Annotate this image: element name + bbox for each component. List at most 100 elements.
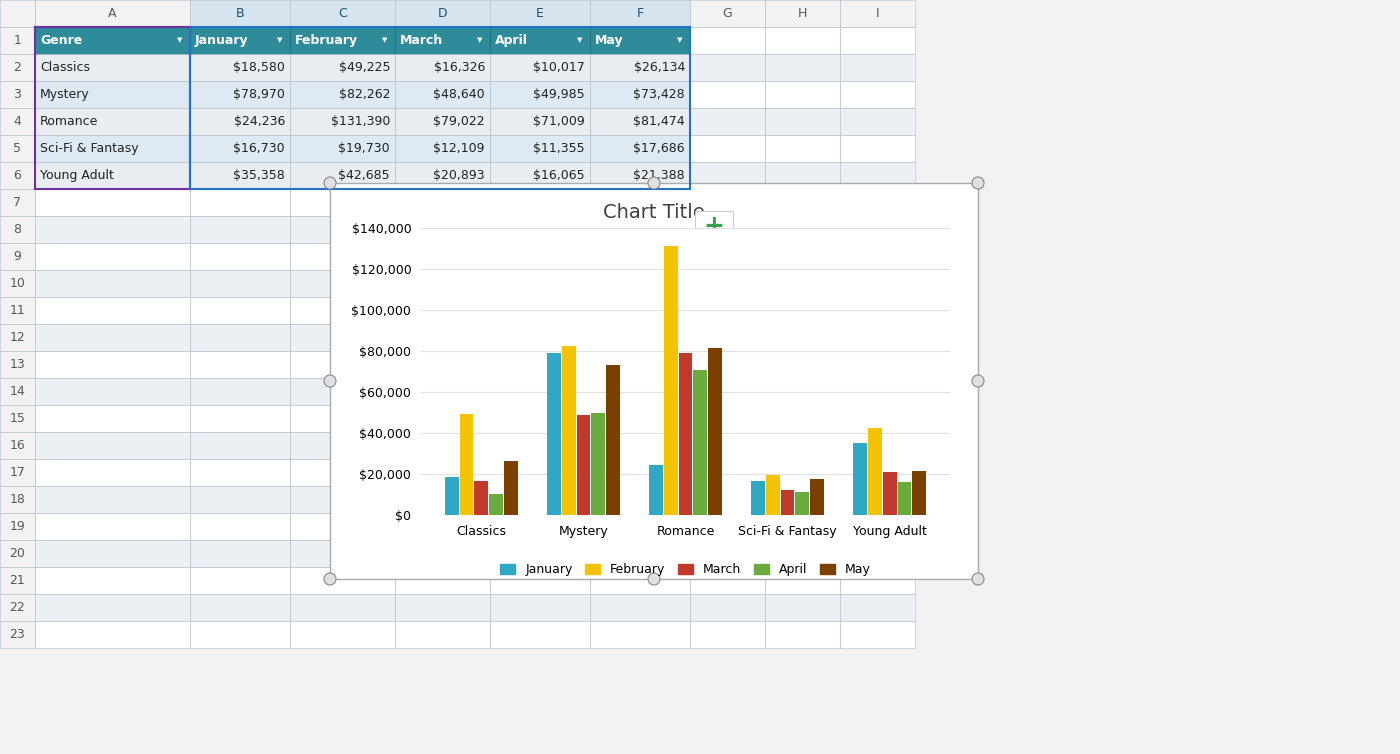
- FancyBboxPatch shape: [690, 324, 764, 351]
- FancyBboxPatch shape: [589, 378, 690, 405]
- FancyBboxPatch shape: [0, 270, 35, 297]
- FancyBboxPatch shape: [190, 243, 290, 270]
- Bar: [693, 369, 707, 515]
- Bar: [664, 246, 678, 515]
- FancyBboxPatch shape: [589, 297, 690, 324]
- Bar: [854, 443, 867, 515]
- Text: May: May: [595, 34, 623, 47]
- Bar: [781, 490, 794, 515]
- FancyBboxPatch shape: [35, 162, 190, 189]
- FancyBboxPatch shape: [490, 432, 589, 459]
- FancyBboxPatch shape: [395, 135, 490, 162]
- FancyBboxPatch shape: [589, 270, 690, 297]
- Text: Young Adult: Young Adult: [41, 169, 113, 182]
- Text: B: B: [235, 7, 245, 20]
- FancyBboxPatch shape: [0, 459, 35, 486]
- Text: E: E: [536, 7, 545, 20]
- FancyBboxPatch shape: [35, 459, 190, 486]
- Text: 14: 14: [10, 385, 25, 398]
- FancyBboxPatch shape: [35, 81, 190, 108]
- FancyBboxPatch shape: [764, 162, 840, 189]
- Text: $48,640: $48,640: [434, 88, 484, 101]
- Text: $21,388: $21,388: [633, 169, 685, 182]
- FancyBboxPatch shape: [840, 297, 916, 324]
- FancyBboxPatch shape: [690, 216, 764, 243]
- FancyBboxPatch shape: [0, 594, 35, 621]
- Text: 15: 15: [10, 412, 25, 425]
- FancyBboxPatch shape: [190, 216, 290, 243]
- Text: 20: 20: [10, 547, 25, 560]
- FancyBboxPatch shape: [290, 567, 395, 594]
- FancyBboxPatch shape: [490, 216, 589, 243]
- Text: 🖌: 🖌: [710, 299, 718, 314]
- FancyBboxPatch shape: [589, 135, 690, 162]
- Text: $16,730: $16,730: [234, 142, 286, 155]
- FancyBboxPatch shape: [840, 432, 916, 459]
- Text: 1: 1: [14, 34, 21, 47]
- Text: $79,022: $79,022: [434, 115, 484, 128]
- FancyBboxPatch shape: [690, 486, 764, 513]
- FancyBboxPatch shape: [490, 108, 589, 135]
- FancyBboxPatch shape: [0, 243, 35, 270]
- Text: Sci-Fi & Fantasy: Sci-Fi & Fantasy: [41, 142, 139, 155]
- FancyBboxPatch shape: [35, 189, 190, 216]
- FancyBboxPatch shape: [290, 513, 395, 540]
- FancyBboxPatch shape: [490, 243, 589, 270]
- FancyBboxPatch shape: [35, 243, 190, 270]
- FancyBboxPatch shape: [190, 351, 290, 378]
- FancyBboxPatch shape: [490, 54, 589, 81]
- FancyBboxPatch shape: [35, 81, 190, 108]
- FancyBboxPatch shape: [35, 0, 190, 27]
- FancyBboxPatch shape: [395, 513, 490, 540]
- FancyBboxPatch shape: [0, 621, 35, 648]
- FancyBboxPatch shape: [840, 243, 916, 270]
- FancyBboxPatch shape: [690, 432, 764, 459]
- Text: 12: 12: [10, 331, 25, 344]
- FancyBboxPatch shape: [190, 135, 290, 162]
- FancyBboxPatch shape: [840, 486, 916, 513]
- Text: 17: 17: [10, 466, 25, 479]
- Text: ▼: ▼: [382, 38, 388, 44]
- Bar: [694, 373, 734, 403]
- Text: 13: 13: [10, 358, 25, 371]
- FancyBboxPatch shape: [395, 216, 490, 243]
- FancyBboxPatch shape: [395, 108, 490, 135]
- FancyBboxPatch shape: [190, 594, 290, 621]
- FancyBboxPatch shape: [490, 135, 589, 162]
- FancyBboxPatch shape: [0, 432, 35, 459]
- FancyBboxPatch shape: [35, 594, 190, 621]
- FancyBboxPatch shape: [490, 54, 589, 81]
- FancyBboxPatch shape: [764, 351, 840, 378]
- Text: $20,893: $20,893: [434, 169, 484, 182]
- FancyBboxPatch shape: [764, 486, 840, 513]
- FancyBboxPatch shape: [290, 135, 395, 162]
- Text: A: A: [108, 7, 116, 20]
- Bar: [708, 348, 722, 515]
- FancyBboxPatch shape: [840, 324, 916, 351]
- FancyBboxPatch shape: [589, 81, 690, 108]
- Text: $16,065: $16,065: [533, 169, 585, 182]
- Bar: [868, 428, 882, 515]
- FancyBboxPatch shape: [395, 540, 490, 567]
- Text: $16,326: $16,326: [434, 61, 484, 74]
- FancyBboxPatch shape: [690, 108, 764, 135]
- FancyBboxPatch shape: [490, 270, 589, 297]
- FancyBboxPatch shape: [395, 81, 490, 108]
- FancyBboxPatch shape: [589, 162, 690, 189]
- FancyBboxPatch shape: [0, 540, 35, 567]
- FancyBboxPatch shape: [290, 108, 395, 135]
- FancyBboxPatch shape: [290, 324, 395, 351]
- FancyBboxPatch shape: [395, 54, 490, 81]
- Text: 3: 3: [14, 88, 21, 101]
- Bar: [795, 492, 809, 515]
- Text: G: G: [722, 7, 732, 20]
- Text: D: D: [438, 7, 448, 20]
- FancyBboxPatch shape: [290, 405, 395, 432]
- Text: ⊽: ⊽: [707, 379, 721, 397]
- FancyBboxPatch shape: [690, 162, 764, 189]
- FancyBboxPatch shape: [290, 108, 395, 135]
- Text: $11,355: $11,355: [533, 142, 585, 155]
- FancyBboxPatch shape: [395, 351, 490, 378]
- FancyBboxPatch shape: [290, 594, 395, 621]
- FancyBboxPatch shape: [589, 54, 690, 81]
